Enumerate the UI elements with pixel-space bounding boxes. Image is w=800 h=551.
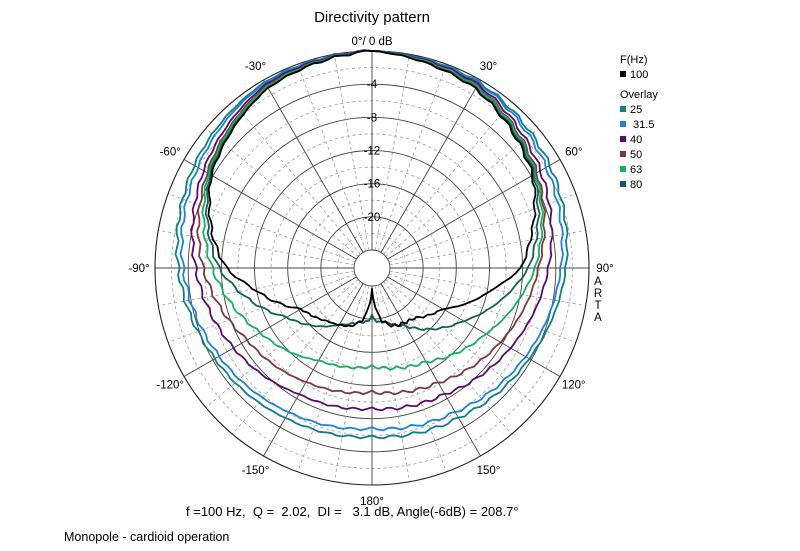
radial-tick-label: -12	[364, 146, 381, 158]
grid-spoke-major	[183, 276, 357, 377]
legend: F(Hz) 100 Overlay 25 31.5 40 50 63 80	[620, 54, 658, 191]
summary-text: f =100 Hz, Q = 2.02, DI = 3.1 dB, Angle(…	[186, 504, 519, 519]
legend-swatch	[620, 71, 626, 77]
series-line-80	[204, 49, 541, 331]
angle-label: -150°	[242, 465, 270, 477]
angle-label: 120°	[562, 380, 586, 392]
radial-tick-label: -8	[367, 112, 377, 124]
legend-swatch	[620, 136, 626, 142]
legend-label: 25	[630, 104, 642, 116]
series-line-50	[196, 49, 547, 396]
legend-swatch	[620, 181, 626, 187]
angle-label: -30°	[245, 61, 266, 73]
series-line-25	[174, 49, 569, 440]
grid-spoke-major	[380, 79, 481, 253]
legend-header: F(Hz)	[620, 54, 648, 66]
side-letter: A	[594, 312, 602, 324]
grid-spoke-major	[263, 79, 364, 253]
grid-spoke-major	[263, 283, 364, 457]
legend-swatch	[620, 151, 626, 157]
side-letter: A	[594, 276, 602, 288]
side-letter: T	[594, 300, 601, 312]
legend-label: 80	[630, 179, 642, 191]
grid-spoke-major	[380, 283, 481, 457]
caption-text: Monopole - cardioid operation	[64, 530, 230, 544]
legend-label: 31.5	[630, 119, 654, 131]
angle-label: -120°	[156, 380, 184, 392]
series-line-40	[190, 49, 554, 412]
zero-degree-label: 0°/ 0 dB	[351, 36, 392, 48]
radial-tick-label: -20	[364, 212, 381, 224]
angle-label: 180°	[360, 496, 384, 508]
radial-tick-label: -16	[364, 179, 381, 191]
legend-overlay-header: Overlay	[620, 89, 658, 101]
legend-label: 50	[630, 149, 642, 161]
angle-label: -60°	[160, 147, 181, 159]
legend-label: 63	[630, 164, 642, 176]
angle-label: 150°	[477, 465, 501, 477]
chart-title: Directivity pattern	[314, 9, 430, 26]
legend-swatch	[620, 166, 626, 172]
angle-label: 30°	[480, 61, 497, 73]
grid-inner-circle	[353, 249, 391, 287]
radial-tick-label: -4	[367, 79, 378, 91]
angle-label: 90°	[596, 263, 613, 275]
series-line-100	[207, 49, 537, 328]
legend-swatch	[620, 106, 626, 112]
legend-label: 100	[630, 69, 648, 81]
series-line-31-5	[179, 49, 564, 432]
grid-spoke-major	[387, 276, 561, 377]
series-layer	[174, 49, 569, 440]
side-letter: R	[594, 288, 602, 300]
angle-label: 60°	[565, 147, 582, 159]
axis-labels: -4 -8 -12 -16 -20 30° 60° 90° 120° 150° 180° -150° -…	[128, 61, 613, 508]
legend-label: 40	[630, 134, 642, 146]
legend-swatch	[620, 121, 626, 127]
series-line-63	[201, 49, 545, 371]
angle-label: -90°	[128, 263, 149, 275]
